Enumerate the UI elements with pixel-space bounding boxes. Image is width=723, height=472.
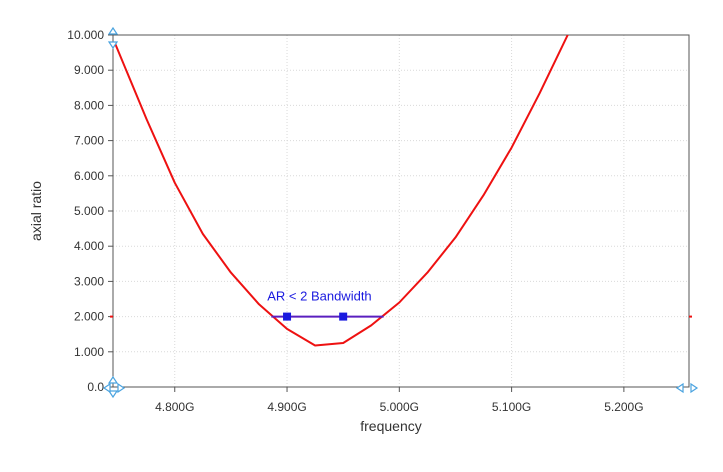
y-tick-label: 3.000 [74, 274, 104, 288]
y-tick-label: 9.000 [74, 63, 104, 77]
series-line [114, 35, 569, 347]
bandwidth-marker-point[interactable] [283, 312, 292, 321]
y-tick-label: 2.000 [74, 310, 104, 324]
bandwidth-marker-point[interactable] [339, 312, 348, 321]
x-max-handle-icon[interactable] [675, 382, 684, 394]
y-min-handle-icon[interactable] [107, 375, 119, 384]
y-tick-label: 4.000 [74, 239, 104, 253]
x-max-handle-icon[interactable] [690, 382, 699, 394]
x-tick-label: 5.100G [492, 400, 531, 414]
x-min-handle-icon[interactable] [102, 382, 111, 394]
y-tick-label: 1.000 [74, 345, 104, 359]
x-axis-title: frequency [360, 418, 421, 434]
x-tick-label: 4.900G [267, 400, 306, 414]
y-tick-label: 6.000 [74, 169, 104, 183]
x-tick-label: 5.200G [604, 400, 643, 414]
y-tick-label: 7.000 [74, 134, 104, 148]
y-max-handle-icon[interactable] [107, 41, 119, 50]
bandwidth-label: AR < 2 Bandwidth [267, 289, 371, 304]
x-min-handle-icon[interactable] [117, 382, 126, 394]
y-tick-label: 5.000 [74, 204, 104, 218]
y-tick-label: 8.000 [74, 98, 104, 112]
y-min-handle-icon[interactable] [107, 390, 119, 399]
y-tick-label: 10.000 [67, 28, 104, 42]
y-axis-title: axial ratio [28, 181, 44, 241]
x-tick-label: 4.800G [155, 400, 194, 414]
y-max-handle-icon[interactable] [107, 26, 119, 35]
y-tick-label: 0.0 [87, 380, 104, 394]
x-tick-label: 5.000G [380, 400, 419, 414]
